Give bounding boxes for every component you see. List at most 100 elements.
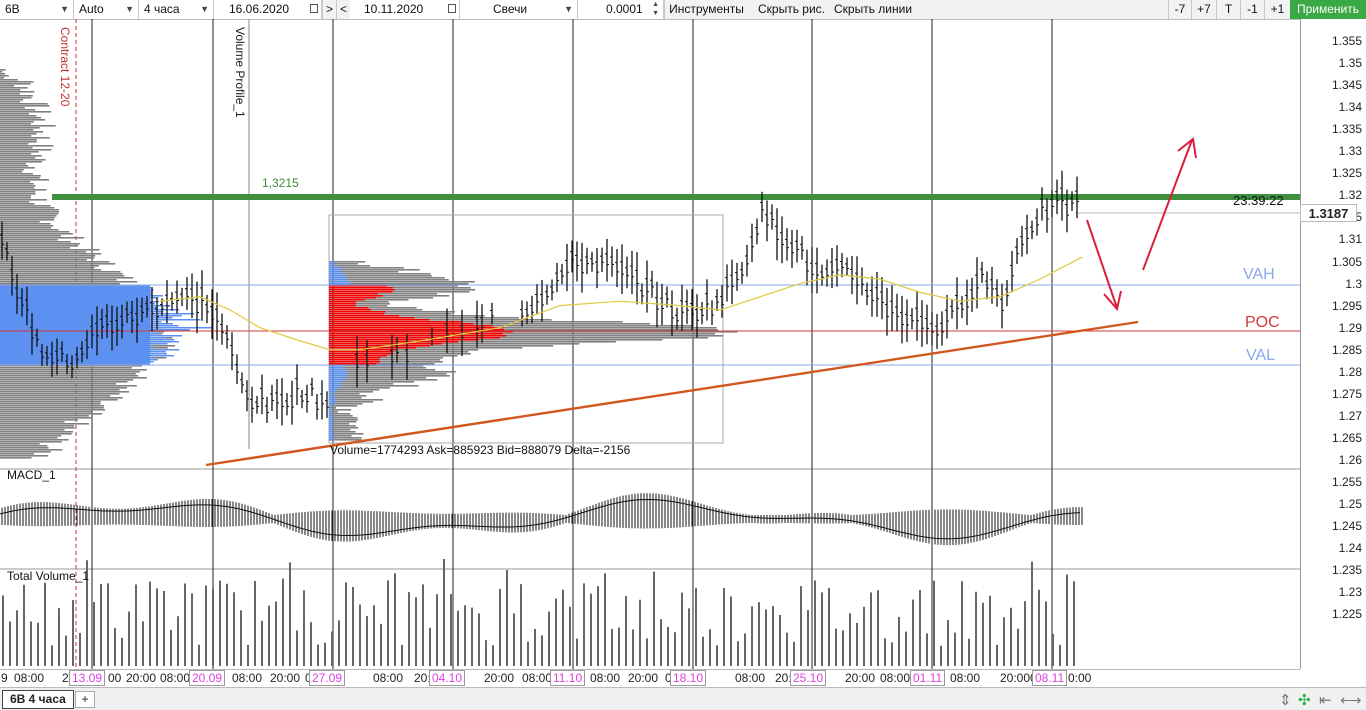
scale-select[interactable]: Auto ▼ [74,0,139,19]
scroll-right-icon[interactable]: ⟷ [1340,692,1362,709]
profile-bar [0,233,73,235]
date-to-value: 10.11.2020 [364,2,424,16]
profile-bar [329,407,331,409]
profile-bar [329,303,357,305]
arrow-up-head [1177,137,1197,159]
spinner-icon[interactable]: ▲ ▼ [652,1,659,17]
date-from-field[interactable]: 16.06.2020 [214,0,322,19]
profile-bar [329,383,339,385]
profile-bar [329,387,390,389]
profile-bar [0,159,46,161]
profile-bar [0,201,30,203]
profile-bar [0,93,20,95]
profile-bar [0,99,24,101]
profile-bar [0,381,128,383]
fit-icon[interactable]: ✣ [1298,692,1311,709]
tab-6b-4h[interactable]: 6B 4 часа [2,690,74,709]
chart-type-select[interactable]: Свечи ▼ [460,0,578,19]
scale-value: Auto [79,2,104,16]
profile-bar [329,379,438,381]
profile-bar [0,383,116,385]
profile-bar [0,389,120,391]
profile-bar [329,297,376,299]
hide-drawings-button[interactable]: Скрыть рис. [758,2,826,16]
hide-lines-button[interactable]: Скрыть линии [834,2,913,16]
time-axis[interactable]: 908:0020:13.090020:0008:0020.0908:0020:0… [0,669,1300,688]
profile-bar [0,281,138,283]
prev-button[interactable]: < [336,0,350,19]
calendar-icon[interactable] [310,4,318,13]
profile-bar [0,305,171,307]
profile-bar [0,167,35,169]
profile-bar [0,173,33,175]
step-plus7-button[interactable]: +7 [1191,0,1216,19]
profile-bar [329,353,393,355]
vah-label: VAH [1243,266,1275,283]
add-tab-button[interactable]: + [75,691,95,708]
profile-bar [0,105,50,107]
profile-bar [329,385,343,387]
price-axis[interactable]: 1.355 1.35 1.345 1.34 1.335 1.33 1.325 1.32 1.31… [1300,19,1366,669]
profile-bar [0,113,29,115]
contract-label: Contract 12-20 [58,27,72,107]
instruments-button[interactable]: Инструменты [664,0,748,19]
tick-size-field[interactable]: 0.0001 ▲ ▼ [578,0,664,19]
profile-bar [0,125,56,127]
profile-bar [0,345,152,347]
calendar-icon[interactable] [448,4,456,13]
time-tick: 20:00 [628,671,659,685]
profile-bar [0,147,33,149]
step-plus1-button[interactable]: +1 [1264,0,1290,19]
price-tick: 1.31 [1338,232,1362,247]
profile-bar [329,437,334,439]
profile-bar [329,403,335,405]
price-tick: 1.245 [1331,519,1362,534]
profile-bar [329,295,384,297]
profile-bar [0,373,136,375]
volume-stats: Volume=1774293 Ask=885923 Bid=888079 Del… [330,443,631,457]
step-minus1-button[interactable]: -1 [1240,0,1264,19]
profile-bar [0,267,95,269]
profile-bar [329,405,334,407]
macd-title: MACD_1 [7,468,56,482]
profile-bar [329,357,381,359]
profile-bar [329,371,349,373]
profile-bar [0,195,31,197]
profile-bar [329,325,493,327]
profile-bar [0,123,31,125]
profile-bar [329,311,386,313]
profile-bar [0,309,180,311]
scroll-left-icon[interactable]: ⇤ [1319,692,1332,709]
profile-bar [0,327,213,329]
resistance-level [52,194,1300,200]
step-minus7-button[interactable]: -7 [1168,0,1191,19]
profile-bar [0,243,80,245]
profile-bar [0,197,31,199]
profile-bar [329,401,336,403]
timeframe-value: 4 часа [144,2,180,16]
price-tick: 1.34 [1338,100,1362,115]
profile-bar [0,399,118,401]
profile-bar [0,289,154,291]
profile-bar [329,389,337,391]
time-tick: 00 [108,671,122,685]
price-chart[interactable] [0,19,1300,669]
step-t-button[interactable]: T [1216,0,1240,19]
date-to-field[interactable]: 10.11.2020 [350,0,460,19]
symbol-select[interactable]: 6B ▼ [0,0,74,19]
next-button[interactable]: > [322,0,336,19]
profile-bar [0,457,32,459]
profile-bar [0,179,49,181]
resize-vertical-icon[interactable]: ⇕ [1279,692,1292,709]
timeframe-select[interactable]: 4 часа ▼ [139,0,214,19]
profile-bar [0,207,55,209]
profile-bar [329,265,371,267]
profile-bar [0,369,147,371]
apply-button[interactable]: Применить [1290,0,1366,19]
profile-bar [0,95,33,97]
profile-bar [329,323,474,325]
profile-bar [329,289,476,291]
profile-bar [329,397,334,399]
time-tick: 08:00 [232,671,263,685]
profile-bar [0,187,35,189]
